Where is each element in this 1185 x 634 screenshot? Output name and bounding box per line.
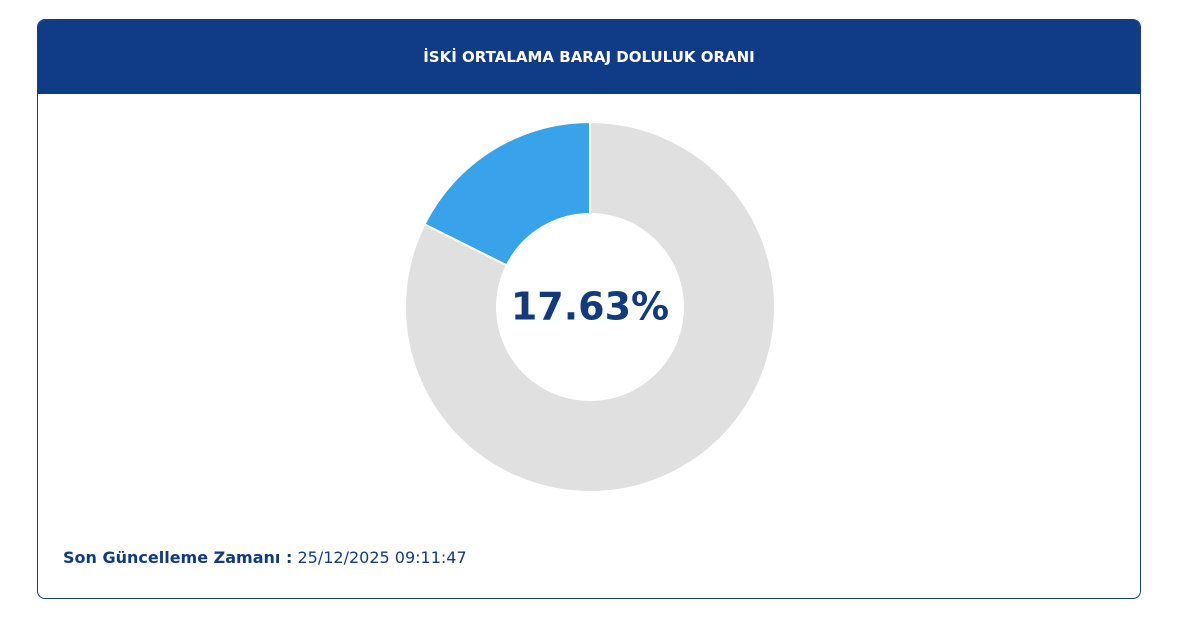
center-label: 17.63% [511, 285, 669, 329]
chart-title: İSKİ ORTALAMA BARAJ DOLULUK ORANI [423, 48, 755, 66]
chart: 17.63% [404, 120, 776, 493]
donut-segment [404, 120, 776, 493]
footer-value: 25/12/2025 09:11:47 [297, 548, 467, 567]
card: İSKİ ORTALAMA BARAJ DOLULUK ORANI 17.63%… [37, 19, 1141, 599]
footer-label: Son Güncelleme Zamanı : [63, 548, 293, 567]
footer: Son Güncelleme Zamanı : 25/12/2025 09:11… [63, 548, 467, 567]
donut-segment [423, 120, 591, 267]
card-header: İSKİ ORTALAMA BARAJ DOLULUK ORANI [38, 20, 1140, 94]
